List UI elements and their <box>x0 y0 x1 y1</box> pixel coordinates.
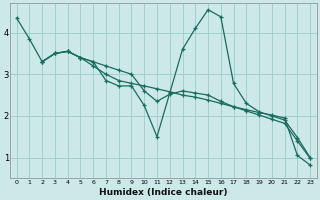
X-axis label: Humidex (Indice chaleur): Humidex (Indice chaleur) <box>99 188 228 197</box>
